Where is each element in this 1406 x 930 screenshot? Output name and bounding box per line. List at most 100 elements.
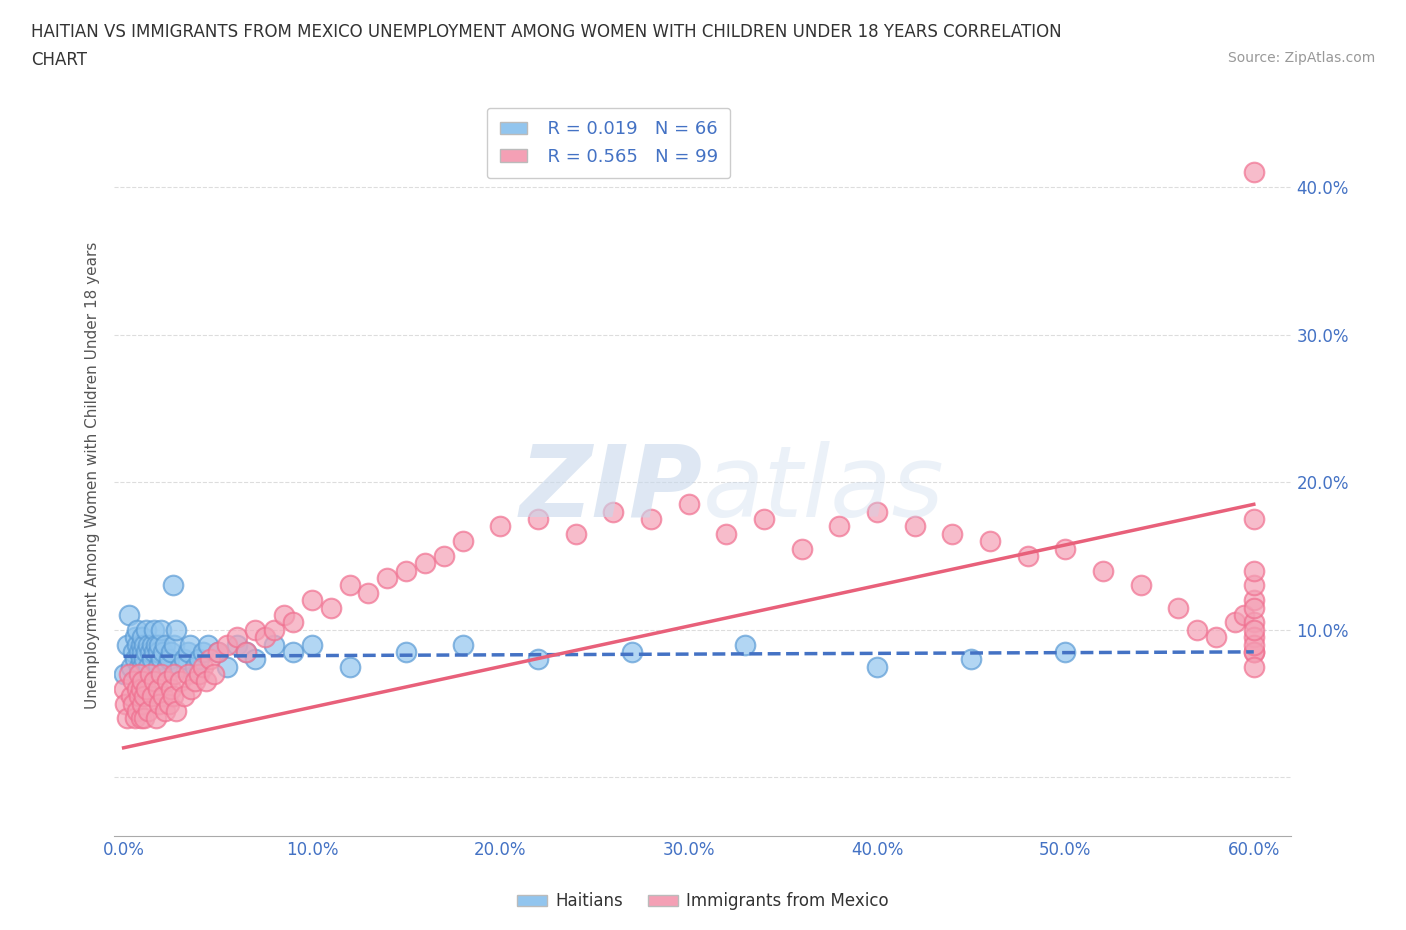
Point — [941, 526, 963, 541]
Point — [489, 519, 512, 534]
Point — [163, 667, 186, 682]
Point — [1092, 564, 1115, 578]
Point — [339, 578, 361, 593]
Point — [734, 637, 756, 652]
Point — [207, 644, 229, 659]
Point — [180, 682, 202, 697]
Point — [156, 659, 179, 674]
Point — [145, 637, 167, 652]
Point — [1223, 615, 1246, 630]
Point — [217, 637, 239, 652]
Point — [1243, 630, 1265, 644]
Point — [1243, 622, 1265, 637]
Point — [197, 637, 219, 652]
Point — [150, 652, 173, 667]
Point — [188, 652, 211, 667]
Point — [433, 549, 456, 564]
Point — [301, 592, 323, 607]
Point — [118, 667, 141, 682]
Point — [125, 703, 148, 718]
Point — [122, 644, 145, 659]
Point — [395, 564, 418, 578]
Point — [139, 667, 162, 682]
Point — [179, 637, 201, 652]
Point — [184, 659, 207, 674]
Point — [1187, 622, 1209, 637]
Point — [156, 674, 179, 689]
Point — [146, 682, 169, 697]
Point — [148, 696, 170, 711]
Point — [112, 682, 135, 697]
Point — [146, 644, 169, 659]
Point — [716, 526, 738, 541]
Point — [157, 652, 180, 667]
Point — [1243, 644, 1265, 659]
Point — [122, 696, 145, 711]
Point — [301, 637, 323, 652]
Point — [117, 637, 139, 652]
Point — [1243, 600, 1265, 615]
Point — [1129, 578, 1152, 593]
Text: Source: ZipAtlas.com: Source: ZipAtlas.com — [1227, 51, 1375, 65]
Point — [118, 607, 141, 622]
Point — [145, 711, 167, 725]
Point — [263, 622, 285, 637]
Point — [1243, 592, 1265, 607]
Text: atlas: atlas — [703, 441, 945, 538]
Point — [129, 637, 152, 652]
Point — [112, 667, 135, 682]
Point — [142, 622, 165, 637]
Point — [960, 652, 983, 667]
Point — [866, 659, 889, 674]
Point — [136, 637, 159, 652]
Point — [134, 689, 156, 704]
Point — [602, 504, 624, 519]
Point — [135, 682, 157, 697]
Y-axis label: Unemployment Among Women with Children Under 18 years: Unemployment Among Women with Children U… — [86, 241, 100, 709]
Point — [136, 703, 159, 718]
Point — [142, 644, 165, 659]
Point — [1243, 578, 1265, 593]
Point — [122, 674, 145, 689]
Point — [527, 652, 550, 667]
Point — [678, 497, 700, 512]
Point — [141, 637, 163, 652]
Point — [281, 615, 304, 630]
Point — [253, 630, 276, 644]
Point — [1054, 541, 1077, 556]
Point — [153, 637, 176, 652]
Point — [131, 659, 153, 674]
Point — [124, 630, 146, 644]
Point — [150, 667, 173, 682]
Point — [235, 644, 257, 659]
Point — [141, 689, 163, 704]
Point — [1243, 637, 1265, 652]
Point — [1243, 165, 1265, 179]
Point — [273, 607, 295, 622]
Point — [169, 659, 191, 674]
Point — [125, 622, 148, 637]
Point — [157, 696, 180, 711]
Point — [148, 637, 170, 652]
Point — [790, 541, 813, 556]
Text: CHART: CHART — [31, 51, 87, 69]
Point — [245, 622, 267, 637]
Point — [129, 682, 152, 697]
Point — [125, 682, 148, 697]
Legend: Haitians, Immigrants from Mexico: Haitians, Immigrants from Mexico — [510, 885, 896, 917]
Point — [191, 659, 214, 674]
Point — [128, 644, 150, 659]
Point — [828, 519, 851, 534]
Point — [451, 637, 474, 652]
Point — [319, 600, 342, 615]
Point — [128, 667, 150, 682]
Point — [176, 667, 198, 682]
Point — [152, 644, 174, 659]
Point — [184, 674, 207, 689]
Point — [1233, 607, 1256, 622]
Point — [1205, 630, 1227, 644]
Point — [225, 637, 247, 652]
Point — [395, 644, 418, 659]
Point — [114, 696, 136, 711]
Point — [235, 644, 257, 659]
